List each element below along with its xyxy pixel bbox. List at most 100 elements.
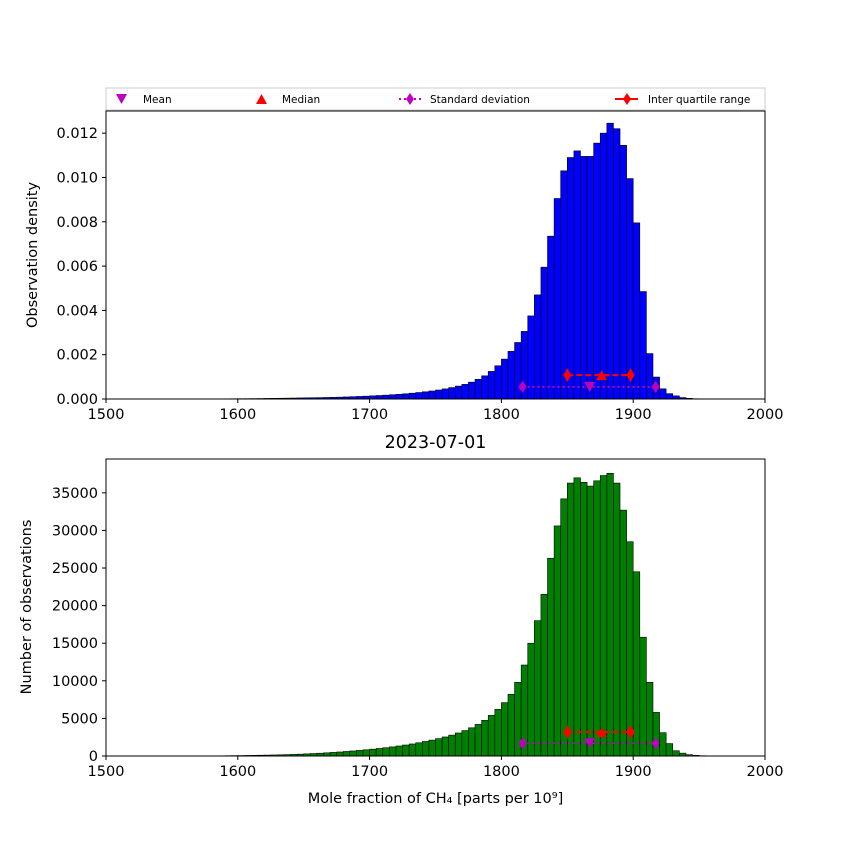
- top-bar: [448, 387, 456, 400]
- bottom-bar: [586, 485, 594, 757]
- legend-iqr-label: Inter quartile range: [648, 94, 750, 106]
- bottom-y-tick-label: 5000: [61, 711, 98, 727]
- top-bar: [534, 294, 542, 400]
- top-bar: [461, 384, 469, 400]
- bottom-chart: 1500 1600 1700 1800 1900 2000 0 5000 10000 15000…: [19, 458, 783, 807]
- bottom-plot-frame: [105, 458, 766, 757]
- top-bar: [573, 150, 581, 400]
- top-bar: [659, 388, 667, 400]
- top-y-tick-label: 0.006: [56, 259, 98, 275]
- top-bar: [501, 358, 509, 400]
- top-bar: [560, 170, 568, 400]
- legend-std-label: Standard deviation: [430, 94, 530, 106]
- bottom-median-marker: [596, 726, 608, 737]
- bottom-bar: [415, 742, 423, 757]
- bottom-bar: [474, 724, 482, 757]
- bottom-y-tick-label: 30000: [52, 523, 98, 539]
- bottom-iqr-marker: [626, 724, 635, 739]
- top-bar: [468, 381, 476, 400]
- top-x-tick-label: 1600: [219, 407, 256, 423]
- bottom-bar: [461, 730, 469, 757]
- top-plot-frame: [105, 110, 766, 400]
- bottom-y-tick-label: 20000: [52, 599, 98, 615]
- bottom-bar: [448, 734, 456, 757]
- top-y-tick-label: 0.002: [56, 348, 98, 364]
- top-x-tick-label: 1900: [615, 407, 652, 423]
- bottom-x-tick-label: 1900: [615, 764, 652, 780]
- top-bar: [487, 371, 496, 400]
- bottom-x-tick-label: 1800: [483, 764, 520, 780]
- bottom-bar: [646, 682, 654, 757]
- legend-std-marker: [406, 93, 414, 105]
- bottom-bar: [659, 732, 667, 757]
- bottom-y-tick-label: 15000: [52, 636, 98, 652]
- top-bar: [646, 353, 654, 400]
- top-bar: [665, 393, 674, 400]
- top-bar: [586, 156, 594, 400]
- top-y-tick-label: 0.012: [56, 126, 98, 142]
- bottom-bar: [362, 749, 370, 757]
- top-bar: [389, 394, 397, 400]
- legend-median-marker: [256, 94, 267, 104]
- legend-item-std: Standard deviation: [399, 93, 530, 106]
- bottom-bar: [468, 727, 476, 757]
- top-bar: [619, 145, 627, 400]
- top-bar: [402, 393, 410, 400]
- bottom-bar: [336, 751, 344, 757]
- bottom-bar: [428, 739, 436, 757]
- top-bar: [547, 235, 555, 400]
- top-x-tick-label: 2000: [747, 407, 784, 423]
- bottom-bar: [435, 738, 443, 757]
- bottom-x-tick-label: 1600: [219, 764, 256, 780]
- legend-item-median: Median: [256, 94, 320, 106]
- legend-iqr-marker: [623, 93, 631, 105]
- bottom-bar: [632, 571, 641, 757]
- bottom-bar: [672, 750, 680, 757]
- bottom-bar: [540, 594, 548, 757]
- bottom-bar: [580, 482, 588, 757]
- bottom-bar: [408, 743, 417, 757]
- top-y-tick-label: 0.000: [56, 392, 98, 408]
- top-y-tick-label: 0.008: [56, 215, 98, 231]
- bottom-bar: [402, 744, 410, 757]
- bottom-bar: [507, 694, 515, 757]
- bottom-bar: [553, 525, 562, 757]
- bottom-y-axis-label: Number of observations: [19, 520, 35, 695]
- top-bar: [474, 378, 482, 400]
- legend-mean-marker: [116, 94, 127, 104]
- top-bar: [599, 132, 608, 400]
- bottom-std-marker: [651, 737, 660, 750]
- bottom-bar: [389, 746, 397, 757]
- bottom-iqr-marker: [563, 724, 572, 739]
- top-bar: [454, 385, 463, 400]
- top-x-tick-label: 1800: [483, 407, 520, 423]
- bottom-y-tick-label: 10000: [52, 674, 98, 690]
- bottom-bar: [527, 642, 535, 757]
- top-bar: [639, 291, 647, 400]
- top-y-axis-label: Observation density: [25, 182, 41, 328]
- bottom-bar: [547, 557, 555, 757]
- top-x-tick-label: 1500: [88, 407, 125, 423]
- top-chart: 1500 1600 1700 1800 1900 2000 0.000 0.002 0.004…: [25, 110, 784, 423]
- top-bar: [422, 391, 430, 400]
- top-y-tick-label: 0.004: [56, 303, 98, 319]
- bottom-bar: [613, 482, 621, 757]
- bottom-bar: [619, 509, 627, 757]
- top-bar: [514, 342, 522, 400]
- top-bar: [415, 392, 423, 400]
- top-median-marker: [596, 370, 608, 381]
- chart-title: 2023-07-01: [385, 433, 487, 453]
- top-bar: [481, 375, 489, 400]
- top-bar: [395, 393, 403, 400]
- bottom-bar: [599, 475, 608, 757]
- bottom-y-tick-label: 25000: [52, 561, 98, 577]
- bottom-stats: [518, 724, 660, 750]
- bottom-bar: [626, 541, 634, 757]
- bottom-bar: [342, 751, 351, 757]
- top-bars: [211, 122, 720, 400]
- top-bar: [613, 128, 621, 400]
- top-bar: [441, 388, 449, 400]
- bottom-bar: [369, 748, 377, 757]
- bottom-bar: [606, 472, 614, 757]
